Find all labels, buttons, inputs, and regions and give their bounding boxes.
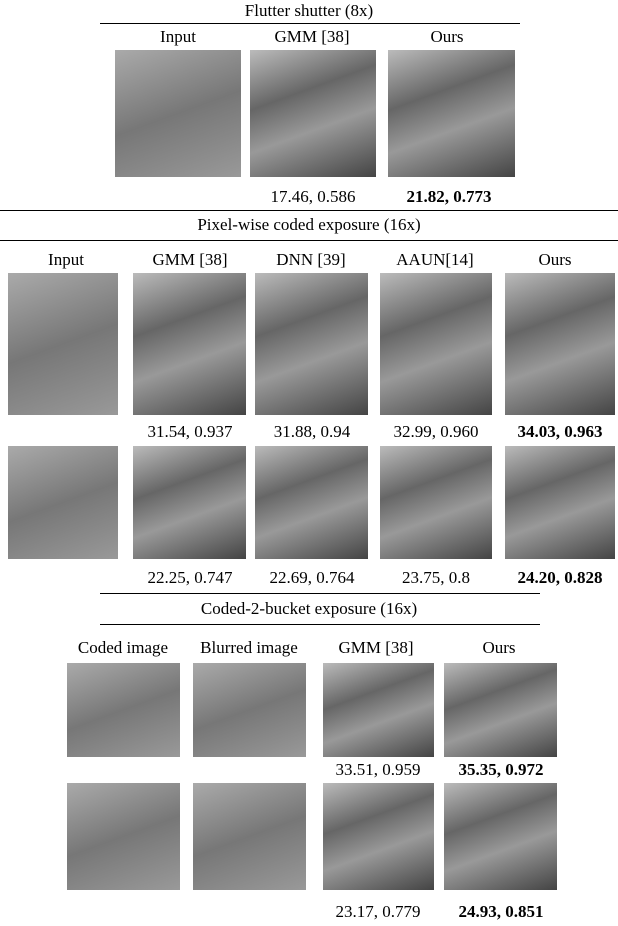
column-header: Ours	[430, 27, 463, 47]
metric-best: 34.03, 0.963	[518, 422, 603, 442]
rule	[100, 23, 520, 24]
metric: 33.51, 0.959	[336, 760, 421, 780]
metric: 23.75, 0.8	[402, 568, 470, 588]
image	[444, 663, 557, 757]
image	[133, 273, 246, 415]
rule	[0, 210, 618, 211]
image	[323, 783, 434, 890]
figure: Flutter shutter (8x) Input GMM [38] Ours…	[0, 0, 618, 926]
rule	[0, 240, 618, 241]
image	[8, 446, 118, 559]
metric-best: 35.35, 0.972	[459, 760, 544, 780]
image	[115, 50, 241, 177]
image	[380, 446, 492, 559]
image	[193, 783, 306, 890]
metric: 22.25, 0.747	[148, 568, 233, 588]
image	[323, 663, 434, 757]
section-title: Pixel-wise coded exposure (16x)	[197, 215, 420, 235]
image	[255, 446, 368, 559]
column-header: Ours	[482, 638, 515, 658]
column-header: DNN [39]	[276, 250, 345, 270]
column-header: Coded image	[78, 638, 168, 658]
image	[444, 783, 557, 890]
column-header: GMM [38]	[274, 27, 349, 47]
metric: 23.17, 0.779	[336, 902, 421, 922]
metric-best: 24.20, 0.828	[518, 568, 603, 588]
image	[8, 273, 118, 415]
metric: 31.54, 0.937	[148, 422, 233, 442]
metric: 17.46, 0.586	[271, 187, 356, 207]
column-header: AAUN[14]	[396, 250, 473, 270]
image	[67, 663, 180, 757]
image	[255, 273, 368, 415]
metric-best: 21.82, 0.773	[407, 187, 492, 207]
section-title: Flutter shutter (8x)	[245, 1, 373, 21]
metric: 22.69, 0.764	[270, 568, 355, 588]
image	[388, 50, 515, 177]
image	[67, 783, 180, 890]
rule	[100, 593, 540, 594]
column-header: Blurred image	[200, 638, 298, 658]
section-title: Coded-2-bucket exposure (16x)	[201, 599, 417, 619]
column-header: GMM [38]	[152, 250, 227, 270]
image	[250, 50, 376, 177]
image	[380, 273, 492, 415]
column-header: GMM [38]	[338, 638, 413, 658]
metric-best: 24.93, 0.851	[459, 902, 544, 922]
rule	[100, 624, 540, 625]
column-header: Input	[48, 250, 84, 270]
metric: 32.99, 0.960	[394, 422, 479, 442]
image	[505, 446, 615, 559]
image	[133, 446, 246, 559]
image	[193, 663, 306, 757]
metric: 31.88, 0.94	[274, 422, 351, 442]
image	[505, 273, 615, 415]
column-header: Input	[160, 27, 196, 47]
column-header: Ours	[538, 250, 571, 270]
